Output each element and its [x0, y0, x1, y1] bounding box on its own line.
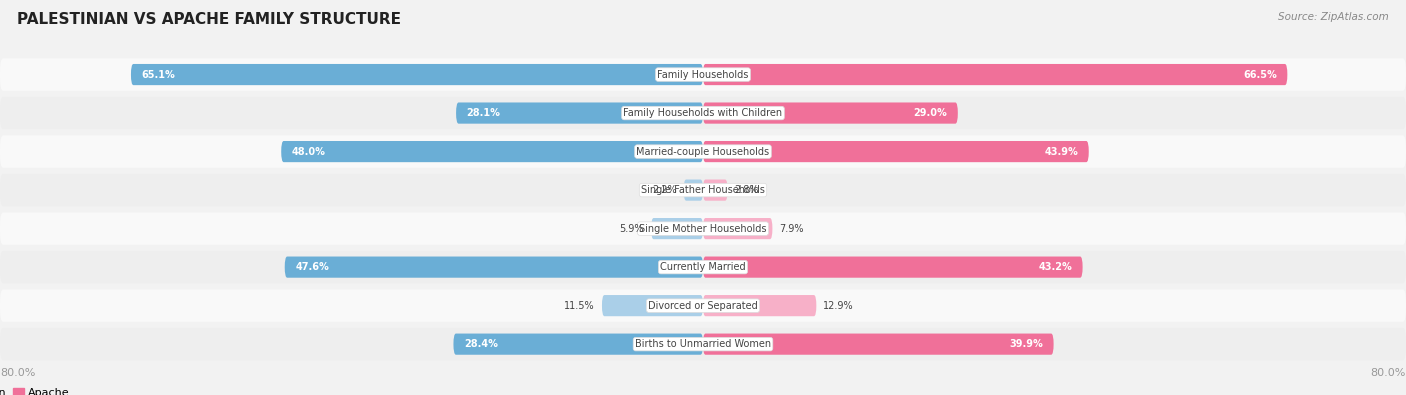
- FancyBboxPatch shape: [454, 333, 703, 355]
- Text: Married-couple Households: Married-couple Households: [637, 147, 769, 156]
- FancyBboxPatch shape: [703, 256, 1083, 278]
- Text: 2.8%: 2.8%: [734, 185, 759, 195]
- Text: Source: ZipAtlas.com: Source: ZipAtlas.com: [1278, 12, 1389, 22]
- Text: 43.9%: 43.9%: [1045, 147, 1078, 156]
- Text: 2.2%: 2.2%: [652, 185, 676, 195]
- Text: Family Households: Family Households: [658, 70, 748, 79]
- FancyBboxPatch shape: [0, 97, 1406, 129]
- Text: Births to Unmarried Women: Births to Unmarried Women: [636, 339, 770, 349]
- Text: 80.0%: 80.0%: [0, 368, 35, 378]
- FancyBboxPatch shape: [0, 290, 1406, 322]
- FancyBboxPatch shape: [456, 102, 703, 124]
- Text: 28.1%: 28.1%: [467, 108, 501, 118]
- FancyBboxPatch shape: [285, 256, 703, 278]
- Text: Divorced or Separated: Divorced or Separated: [648, 301, 758, 310]
- Text: 5.9%: 5.9%: [620, 224, 644, 233]
- FancyBboxPatch shape: [0, 213, 1406, 245]
- Text: 80.0%: 80.0%: [1371, 368, 1406, 378]
- FancyBboxPatch shape: [703, 64, 1288, 85]
- Text: 65.1%: 65.1%: [142, 70, 176, 79]
- Text: 66.5%: 66.5%: [1243, 70, 1277, 79]
- Text: 39.9%: 39.9%: [1010, 339, 1043, 349]
- FancyBboxPatch shape: [0, 135, 1406, 168]
- Text: 28.4%: 28.4%: [464, 339, 498, 349]
- FancyBboxPatch shape: [703, 218, 772, 239]
- Text: PALESTINIAN VS APACHE FAMILY STRUCTURE: PALESTINIAN VS APACHE FAMILY STRUCTURE: [17, 12, 401, 27]
- Text: Single Mother Households: Single Mother Households: [640, 224, 766, 233]
- Text: 48.0%: 48.0%: [292, 147, 326, 156]
- FancyBboxPatch shape: [703, 179, 728, 201]
- FancyBboxPatch shape: [0, 174, 1406, 206]
- FancyBboxPatch shape: [0, 251, 1406, 283]
- Text: 12.9%: 12.9%: [824, 301, 853, 310]
- Text: 11.5%: 11.5%: [564, 301, 595, 310]
- FancyBboxPatch shape: [131, 64, 703, 85]
- Text: Family Households with Children: Family Households with Children: [623, 108, 783, 118]
- FancyBboxPatch shape: [703, 102, 957, 124]
- FancyBboxPatch shape: [703, 141, 1088, 162]
- Text: 47.6%: 47.6%: [295, 262, 329, 272]
- FancyBboxPatch shape: [651, 218, 703, 239]
- Text: 43.2%: 43.2%: [1038, 262, 1073, 272]
- Text: Currently Married: Currently Married: [661, 262, 745, 272]
- FancyBboxPatch shape: [0, 328, 1406, 360]
- FancyBboxPatch shape: [281, 141, 703, 162]
- Legend: Palestinian, Apache: Palestinian, Apache: [0, 388, 70, 395]
- Text: 7.9%: 7.9%: [779, 224, 804, 233]
- FancyBboxPatch shape: [0, 58, 1406, 91]
- FancyBboxPatch shape: [703, 295, 817, 316]
- Text: 29.0%: 29.0%: [914, 108, 948, 118]
- FancyBboxPatch shape: [703, 333, 1053, 355]
- FancyBboxPatch shape: [683, 179, 703, 201]
- Text: Single Father Households: Single Father Households: [641, 185, 765, 195]
- FancyBboxPatch shape: [602, 295, 703, 316]
